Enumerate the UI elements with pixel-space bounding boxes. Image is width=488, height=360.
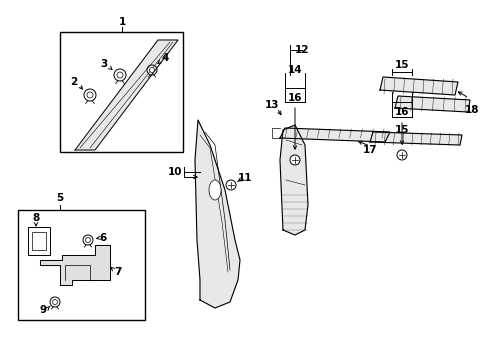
Circle shape: [147, 65, 157, 75]
Circle shape: [114, 69, 126, 81]
Circle shape: [52, 300, 58, 305]
Circle shape: [50, 297, 60, 307]
Text: 9: 9: [40, 305, 46, 315]
Polygon shape: [75, 40, 178, 150]
Circle shape: [117, 72, 123, 78]
Text: 1: 1: [118, 17, 125, 27]
Polygon shape: [280, 125, 307, 235]
Circle shape: [85, 238, 90, 243]
Circle shape: [396, 150, 406, 160]
Bar: [28, 227, 50, 255]
Polygon shape: [369, 132, 461, 145]
Text: 15: 15: [394, 125, 408, 135]
Text: 13: 13: [264, 100, 279, 110]
Circle shape: [225, 180, 236, 190]
Text: 14: 14: [287, 65, 302, 75]
Text: 17: 17: [362, 145, 377, 155]
Text: 8: 8: [32, 213, 40, 223]
Text: 12: 12: [294, 45, 308, 55]
Text: 6: 6: [99, 233, 106, 243]
Text: 3: 3: [100, 59, 107, 69]
Text: 16: 16: [287, 93, 302, 103]
Polygon shape: [195, 120, 240, 308]
Circle shape: [149, 68, 154, 72]
Bar: [18, 210, 145, 320]
Polygon shape: [280, 128, 389, 142]
Text: 2: 2: [70, 77, 78, 87]
Polygon shape: [40, 245, 110, 285]
Text: 15: 15: [394, 60, 408, 70]
Circle shape: [87, 92, 93, 98]
Polygon shape: [394, 96, 469, 112]
Text: 16: 16: [394, 107, 408, 117]
Circle shape: [289, 155, 299, 165]
Circle shape: [84, 89, 96, 101]
Text: 18: 18: [464, 105, 478, 115]
Bar: [32, 232, 46, 250]
Text: 5: 5: [56, 193, 63, 203]
Bar: [60, 32, 183, 152]
Circle shape: [83, 235, 93, 245]
Text: 4: 4: [161, 53, 168, 63]
Polygon shape: [379, 77, 457, 95]
Text: 11: 11: [237, 173, 252, 183]
Text: 10: 10: [167, 167, 182, 177]
Text: 7: 7: [114, 267, 122, 277]
Ellipse shape: [208, 180, 221, 200]
